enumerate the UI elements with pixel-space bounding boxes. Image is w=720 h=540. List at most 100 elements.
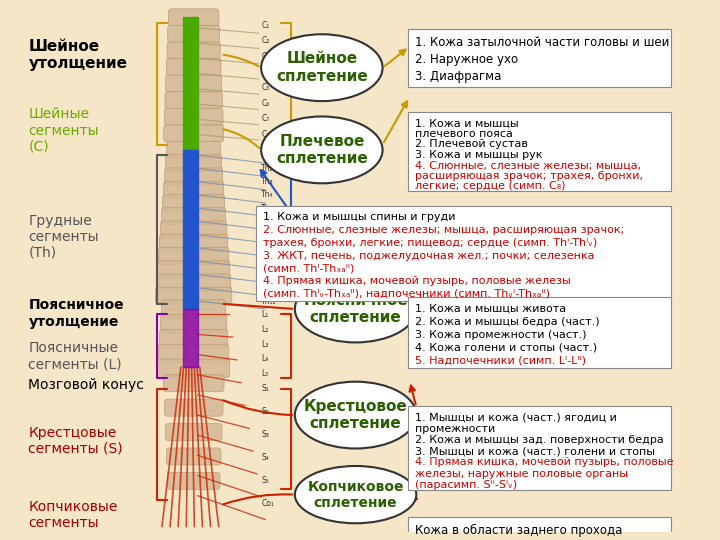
Text: Копчиковые
сегменты: Копчиковые сегменты: [28, 500, 118, 530]
Text: 4. Кожа голени и стопы (част.): 4. Кожа голени и стопы (част.): [415, 343, 597, 353]
Text: Грудные
сегменты
(Th): Грудные сегменты (Th): [28, 213, 99, 260]
Text: C₇: C₇: [261, 114, 269, 123]
Ellipse shape: [295, 466, 416, 523]
Bar: [183, 17, 198, 150]
Text: S₄: S₄: [261, 453, 269, 462]
FancyBboxPatch shape: [256, 206, 670, 301]
Text: (симп. Thᴵᵥ-Thₓₐᴵᴵ), надпочечники (симп. Thᵥᴵ-Thₓₐᴵᴵ): (симп. Thᴵᵥ-Thₓₐᴵᴵ), надпочечники (симп.…: [264, 289, 550, 299]
FancyBboxPatch shape: [168, 9, 219, 26]
FancyBboxPatch shape: [166, 75, 222, 92]
Ellipse shape: [261, 117, 382, 183]
FancyBboxPatch shape: [158, 247, 229, 265]
Bar: [183, 309, 198, 367]
Text: 1. Кожа и мышцы: 1. Кожа и мышцы: [415, 118, 518, 128]
FancyBboxPatch shape: [408, 517, 670, 540]
Text: 1. Кожа и мышцы живота: 1. Кожа и мышцы живота: [415, 303, 566, 314]
Text: C₄: C₄: [261, 68, 269, 77]
Text: 3. Диафрагма: 3. Диафрагма: [415, 70, 501, 83]
Text: плечевого пояса: плечевого пояса: [415, 129, 513, 139]
FancyBboxPatch shape: [408, 112, 670, 191]
FancyBboxPatch shape: [161, 208, 225, 225]
FancyBboxPatch shape: [161, 315, 227, 333]
Text: промежности: промежности: [415, 424, 495, 434]
Text: 4. Прямая кишка, мочевой пузырь, половые: 4. Прямая кишка, мочевой пузырь, половые: [415, 457, 673, 468]
Text: Th₄: Th₄: [261, 191, 274, 199]
Text: Копчиковое
сплетение: Копчиковое сплетение: [307, 480, 404, 510]
Text: 1. Кожа и мышцы спины и груди: 1. Кожа и мышцы спины и груди: [264, 212, 456, 222]
Text: Th₁₂: Th₁₂: [261, 296, 276, 306]
Text: 2. Кожа и мышцы зад. поверхности бедра: 2. Кожа и мышцы зад. поверхности бедра: [415, 435, 664, 445]
Text: 3. ЖКТ, печень, поджелудочная жел.; почки; селезенка: 3. ЖКТ, печень, поджелудочная жел.; почк…: [264, 251, 595, 261]
Text: Мозговой конус: Мозговой конус: [28, 378, 144, 392]
Text: C₈: C₈: [261, 130, 269, 139]
Text: Th₁₀: Th₁₀: [261, 270, 276, 279]
Text: L₃: L₃: [261, 340, 269, 348]
FancyBboxPatch shape: [168, 25, 220, 42]
Text: C₂: C₂: [261, 36, 269, 45]
FancyBboxPatch shape: [166, 448, 221, 465]
FancyBboxPatch shape: [164, 108, 223, 125]
FancyBboxPatch shape: [167, 472, 220, 489]
FancyBboxPatch shape: [158, 261, 230, 278]
Text: Th₁: Th₁: [261, 151, 274, 160]
Text: S₂: S₂: [261, 407, 269, 416]
Ellipse shape: [295, 275, 416, 342]
Text: 3. Кожа промежности (част.): 3. Кожа промежности (част.): [415, 330, 587, 340]
Text: Th₂: Th₂: [261, 164, 274, 173]
Text: 2. Плечевой сустав: 2. Плечевой сустав: [415, 139, 528, 149]
FancyBboxPatch shape: [158, 359, 230, 377]
FancyBboxPatch shape: [161, 300, 225, 318]
Text: Th₅: Th₅: [261, 204, 274, 213]
Text: 2. Слюнные, слезные железы; мышца, расширяющая зрачок;: 2. Слюнные, слезные железы; мышца, расши…: [264, 225, 624, 235]
Text: 3. Мышцы и кожа (част.) голени и стопы: 3. Мышцы и кожа (част.) голени и стопы: [415, 446, 655, 456]
FancyBboxPatch shape: [166, 58, 221, 76]
Text: L₂: L₂: [261, 325, 269, 334]
Text: 1. Мышцы и кожа (част.) ягодиц и: 1. Мышцы и кожа (част.) ягодиц и: [415, 413, 617, 422]
FancyBboxPatch shape: [161, 221, 227, 238]
Text: Поясничное
утолщение: Поясничное утолщение: [28, 299, 124, 329]
FancyBboxPatch shape: [160, 329, 228, 348]
FancyBboxPatch shape: [166, 154, 222, 172]
Text: L₄: L₄: [261, 354, 269, 363]
Text: Шейное
утолщение: Шейное утолщение: [28, 38, 127, 71]
Text: S₁: S₁: [261, 384, 269, 393]
Text: C₅: C₅: [261, 83, 269, 92]
FancyBboxPatch shape: [164, 399, 223, 416]
FancyBboxPatch shape: [156, 287, 232, 304]
FancyBboxPatch shape: [160, 234, 228, 251]
Text: легкие; сердце (симп. C₈): легкие; сердце (симп. C₈): [415, 181, 565, 191]
Text: Шейное
сплетение: Шейное сплетение: [276, 51, 368, 84]
Ellipse shape: [295, 382, 416, 449]
Text: L₁: L₁: [261, 310, 269, 319]
Text: Шейные
сегменты
(С): Шейные сегменты (С): [28, 107, 99, 154]
Text: железы, наружные половые органы: железы, наружные половые органы: [415, 469, 628, 479]
Text: Th₁₁: Th₁₁: [261, 284, 276, 292]
Text: Th₈: Th₈: [261, 244, 274, 253]
Text: Крестцовые
сегменты (S): Крестцовые сегменты (S): [28, 426, 123, 456]
Text: (симп. Thᴵ-Thₓₐᴵᴵ): (симп. Thᴵ-Thₓₐᴵᴵ): [264, 264, 354, 273]
FancyBboxPatch shape: [408, 406, 670, 490]
Text: 4. Прямая кишка, мочевой пузырь, половые железы: 4. Прямая кишка, мочевой пузырь, половые…: [264, 276, 571, 286]
Text: Th₃: Th₃: [261, 177, 274, 186]
FancyBboxPatch shape: [163, 194, 225, 212]
FancyBboxPatch shape: [408, 298, 670, 368]
Text: C₆: C₆: [261, 99, 269, 107]
Text: 5. Надпочечники (симп. Lᴵ-Lᴵᴵ): 5. Надпочечники (симп. Lᴵ-Lᴵᴵ): [415, 356, 586, 366]
Text: L₅: L₅: [261, 369, 269, 378]
Bar: [183, 150, 198, 309]
FancyBboxPatch shape: [165, 92, 222, 109]
FancyBboxPatch shape: [167, 141, 220, 158]
FancyBboxPatch shape: [163, 375, 224, 392]
Text: Поясничные
сегменты (L): Поясничные сегменты (L): [28, 341, 122, 371]
FancyBboxPatch shape: [167, 42, 220, 59]
Text: C₃: C₃: [261, 52, 269, 61]
FancyBboxPatch shape: [166, 423, 222, 441]
FancyBboxPatch shape: [156, 274, 231, 291]
Text: C₁: C₁: [261, 21, 269, 30]
FancyBboxPatch shape: [163, 125, 224, 142]
Text: Плечевое
сплетение: Плечевое сплетение: [276, 134, 368, 166]
Text: 3. Кожа и мышцы рук: 3. Кожа и мышцы рук: [415, 150, 542, 160]
Text: 2. Наружное ухо: 2. Наружное ухо: [415, 53, 518, 66]
Text: 4. Слюнные, слезные железы; мышца,: 4. Слюнные, слезные железы; мышца,: [415, 160, 641, 170]
Text: Th₉: Th₉: [261, 256, 274, 266]
